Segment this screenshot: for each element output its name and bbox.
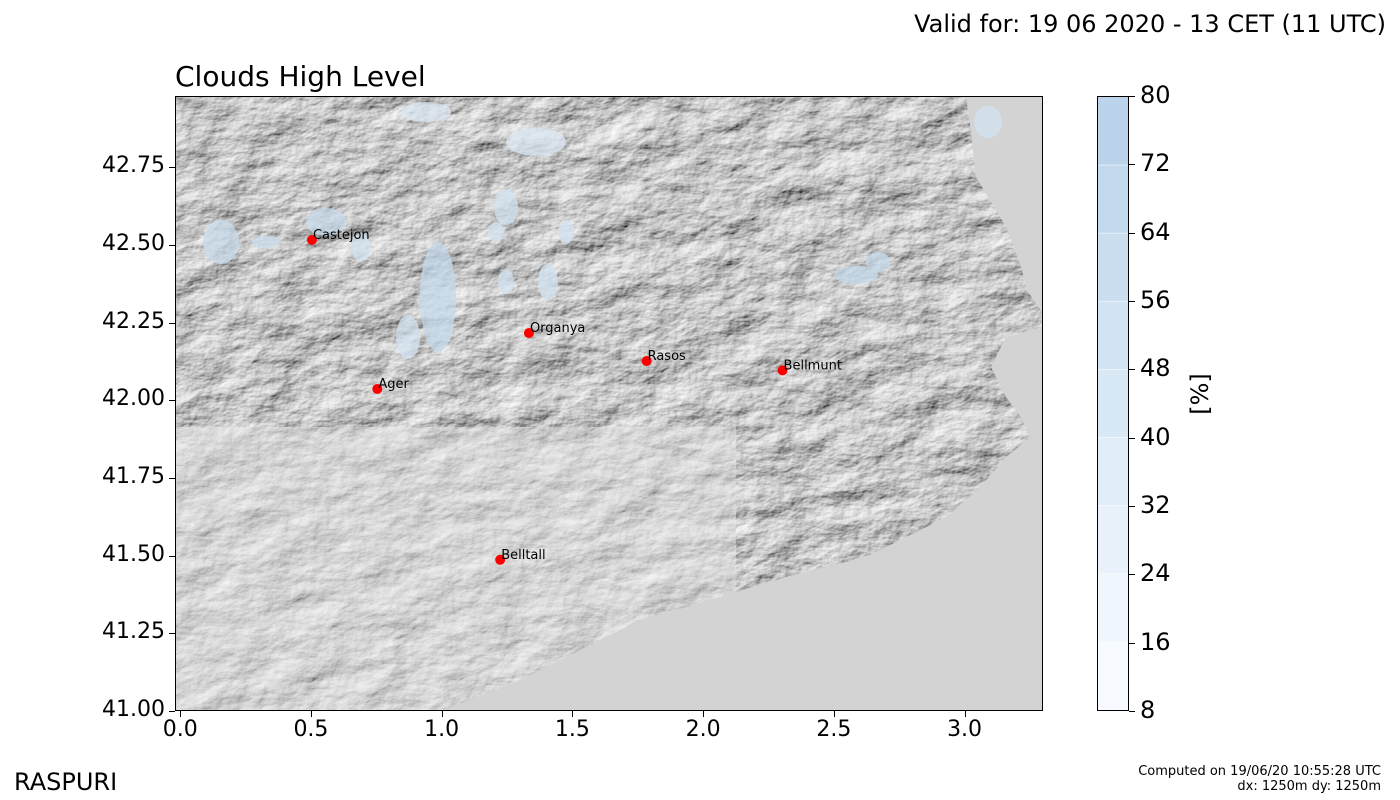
city-belltall[interactable]: Belltall: [495, 548, 546, 565]
grid-resolution: dx: 1250m dy: 1250m: [1237, 779, 1381, 794]
x-tick-label: 2.0: [685, 717, 721, 742]
y-tick-label: 41.00: [102, 697, 165, 722]
colorbar-segment: [1098, 165, 1128, 234]
map-plot[interactable]: Castejon Organya Rasos Bellmunt Ager Belltall: [175, 96, 1043, 711]
y-tick-label: 42.75: [102, 153, 165, 179]
colorbar-tick-label: 72: [1140, 149, 1171, 178]
x-tick-mark: [572, 711, 574, 717]
colorbar-tick-label: 48: [1140, 354, 1171, 383]
y-tick-label: 41.25: [102, 619, 165, 645]
city-marker: [523, 328, 534, 339]
city-label: Bellmunt: [784, 358, 842, 373]
city-castejon[interactable]: Castejon: [306, 228, 370, 245]
valid-time-label: Valid for: 19 06 2020 - 13 CET (11 UTC): [914, 10, 1386, 38]
colorbar-label: [%]: [1186, 373, 1214, 415]
city-bellmunt[interactable]: Bellmunt: [777, 358, 842, 376]
colorbar-tick-label: 56: [1140, 286, 1171, 314]
y-tick-label: 41.75: [102, 464, 165, 490]
city-label: Organya: [530, 321, 585, 336]
colorbar-tick-mark: [1129, 642, 1135, 644]
colorbar-tick-mark: [1129, 711, 1135, 712]
terrain-map: Castejon Organya Rasos Bellmunt Ager Belltall: [176, 97, 1042, 710]
colorbar-tick-label: 24: [1140, 559, 1171, 588]
colorbar-tick-label: 80: [1140, 81, 1171, 109]
y-tick-label: 42.50: [102, 231, 165, 257]
city-markers: Castejon Organya Rasos Bellmunt Ager Belltall: [306, 228, 842, 565]
map-title: Clouds High Level: [175, 60, 426, 93]
colorbar-tick-label: 40: [1140, 422, 1171, 451]
y-tick-label: 41.50: [102, 541, 165, 567]
colorbar-tick-label: 32: [1140, 491, 1171, 519]
x-tick-mark: [310, 711, 312, 717]
city-rasos[interactable]: Rasos: [641, 349, 686, 367]
colorbar-tick-mark: [1129, 574, 1135, 576]
y-tick-mark: [169, 555, 175, 557]
colorbar-segment: [1098, 369, 1128, 439]
city-label: Castejon: [313, 228, 370, 243]
y-tick-mark: [169, 245, 175, 247]
y-tick-label: 42.00: [102, 386, 165, 412]
colorbar-tick-label: 16: [1140, 627, 1171, 656]
colorbar-tick-mark: [1129, 301, 1135, 302]
computed-info: Computed on 19/06/20 10:55:28 UTC dx: 12…: [1138, 764, 1381, 794]
colorbar-tick-mark: [1129, 437, 1135, 439]
x-tick-mark: [180, 711, 182, 717]
city-marker: [777, 365, 788, 376]
colorbar-tick-mark: [1129, 96, 1135, 97]
colorbar-segment: [1098, 301, 1128, 370]
x-tick-mark: [964, 711, 966, 717]
x-tick-mark: [441, 711, 443, 717]
colorbar-tick-mark: [1129, 506, 1135, 507]
colorbar-tick-mark: [1129, 164, 1135, 166]
x-tick-mark: [703, 711, 705, 717]
x-tick-label: 0.0: [162, 717, 198, 742]
city-marker: [372, 383, 383, 394]
city-marker: [495, 554, 506, 565]
brand-label: RASPURI: [14, 768, 118, 796]
colorbar-segment: [1098, 97, 1128, 166]
x-tick-label: 1.5: [554, 717, 590, 742]
colorbar-tick-mark: [1129, 369, 1135, 371]
colorbar-tick-mark: [1129, 232, 1135, 234]
y-tick-mark: [169, 322, 175, 324]
city-ager[interactable]: Ager: [372, 377, 409, 394]
colorbar-segment: [1098, 505, 1128, 575]
colorbar-segment: [1098, 641, 1128, 710]
colorbar-tick-label: 8: [1140, 696, 1156, 724]
city-label: Rasos: [648, 349, 686, 364]
x-tick-mark: [833, 711, 835, 717]
x-tick-label: 2.5: [816, 717, 852, 742]
y-tick-mark: [169, 400, 175, 402]
x-tick-label: 0.5: [293, 717, 329, 742]
high-cloud-patches: [203, 102, 1002, 359]
colorbar-segment: [1098, 573, 1128, 643]
colorbar-segment: [1098, 233, 1128, 302]
computed-time: Computed on 19/06/20 10:55:28 UTC: [1138, 764, 1381, 779]
y-tick-mark: [169, 478, 175, 480]
colorbar: [1097, 96, 1129, 711]
y-tick-label: 42.25: [102, 308, 165, 334]
y-tick-mark: [169, 167, 175, 169]
colorbar-segment: [1098, 437, 1128, 507]
colorbar-tick-label: 64: [1140, 217, 1171, 246]
y-tick-mark: [169, 633, 175, 635]
y-tick-mark: [169, 711, 175, 712]
city-organya[interactable]: Organya: [523, 321, 585, 339]
city-marker: [306, 234, 317, 245]
city-label: Belltall: [501, 548, 545, 563]
city-marker: [641, 356, 652, 367]
x-tick-label: 3.0: [947, 717, 983, 742]
city-label: Ager: [378, 377, 409, 392]
x-tick-label: 1.0: [424, 717, 460, 742]
